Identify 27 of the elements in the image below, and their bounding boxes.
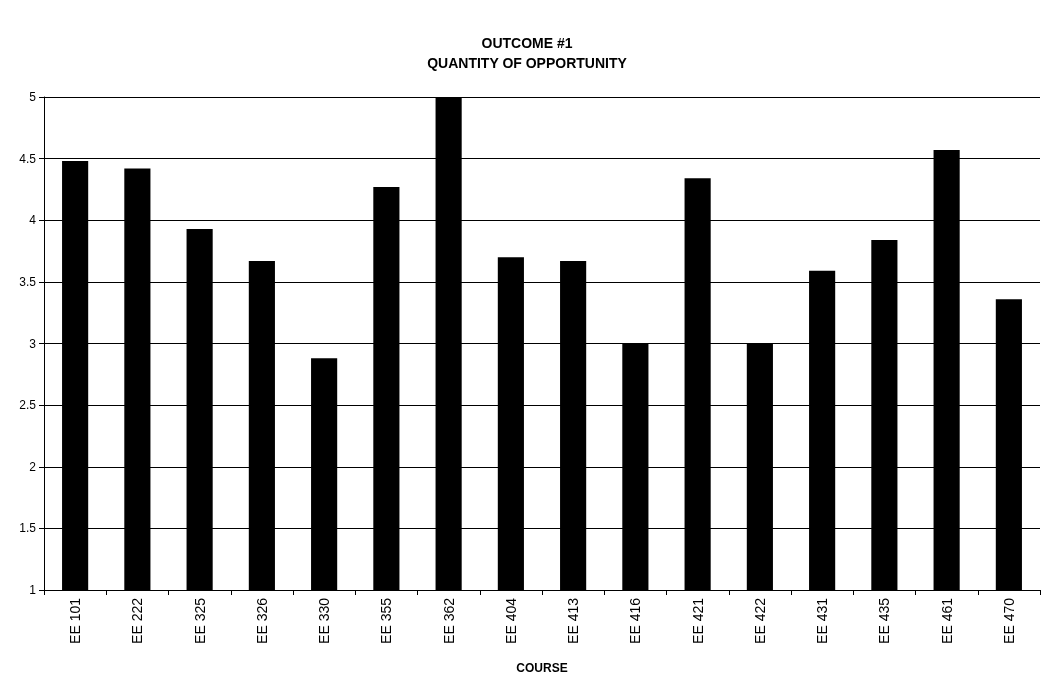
chart-title: OUTCOME #1 QUANTITY OF OPPORTUNITY [427, 35, 628, 71]
y-tick-label: 2 [29, 459, 37, 474]
x-tick-label: EE 325 [191, 597, 208, 644]
y-tick-label: 3.5 [19, 274, 37, 289]
y-tick-label: 1.5 [19, 521, 37, 536]
x-tick-label: EE 355 [378, 597, 395, 644]
x-tick-label: EE 431 [814, 597, 831, 644]
y-tick-label: 5 [29, 90, 37, 104]
y-tick-label: 3 [29, 336, 37, 351]
x-tick-label: EE 421 [689, 597, 706, 644]
x-tick-label: EE 461 [938, 597, 955, 644]
x-tick-label: EE 101 [67, 597, 84, 644]
x-tick-label: EE 470 [1000, 597, 1017, 644]
x-axis-title: COURSE [516, 661, 568, 675]
x-tick-label: EE 362 [440, 597, 457, 644]
x-tick-label: EE 435 [876, 597, 893, 644]
x-tick-label: EE 222 [129, 597, 146, 644]
y-tick-label: 4.5 [19, 151, 37, 166]
x-tick-label: EE 422 [751, 597, 768, 644]
y-tick-label: 4 [29, 213, 37, 228]
y-tick-label: 1 [29, 583, 37, 597]
y-tick-label: 2.5 [19, 398, 37, 413]
x-tick-label: EE 326 [253, 597, 270, 644]
x-tick-label: EE 413 [565, 597, 582, 644]
x-tick-label: EE 330 [316, 597, 333, 644]
x-tick-label: EE 416 [627, 597, 644, 644]
x-tick-label: EE 404 [502, 597, 519, 644]
